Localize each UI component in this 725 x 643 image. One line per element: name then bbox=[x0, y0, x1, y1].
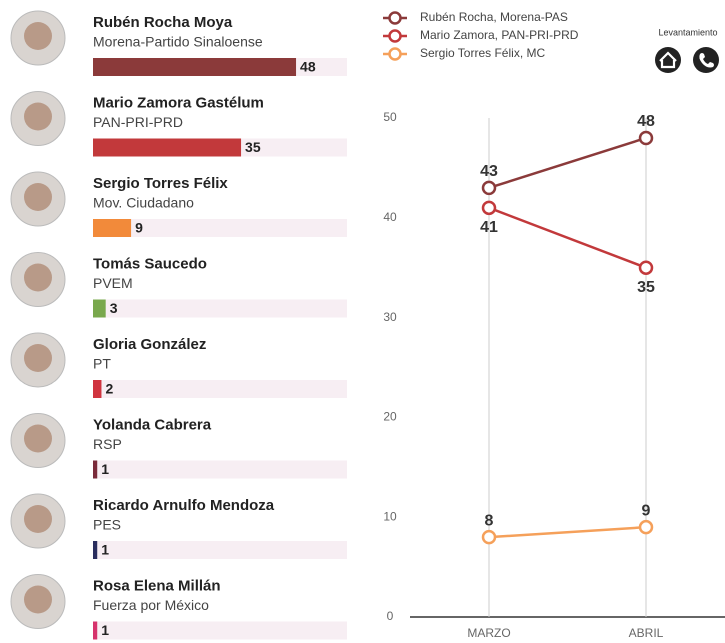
candidate-name: Rosa Elena Millán bbox=[93, 577, 221, 594]
bar bbox=[93, 299, 106, 318]
data-label: 8 bbox=[485, 512, 494, 529]
bar-value: 48 bbox=[300, 59, 316, 75]
y-tick-label: 0 bbox=[387, 609, 394, 623]
avatar-face bbox=[24, 183, 52, 211]
avatar-face bbox=[24, 263, 52, 292]
legend-marker bbox=[388, 47, 402, 61]
point bbox=[638, 519, 654, 535]
legend-label: Rubén Rocha, Morena-PAS bbox=[420, 10, 568, 24]
bar-track bbox=[93, 541, 347, 559]
series-line bbox=[488, 206, 647, 269]
bar bbox=[93, 58, 297, 76]
bar-value: 9 bbox=[135, 220, 143, 236]
bar-value: 3 bbox=[110, 300, 118, 316]
candidate-party: PVEM bbox=[93, 275, 133, 291]
point bbox=[638, 130, 654, 146]
legend-marker bbox=[388, 11, 402, 25]
point bbox=[481, 180, 497, 196]
bar bbox=[93, 219, 132, 237]
avatar-face bbox=[24, 585, 52, 614]
avatar-face bbox=[24, 22, 52, 50]
y-tick-label: 50 bbox=[383, 110, 397, 124]
bar-value: 2 bbox=[105, 381, 113, 397]
bar-track bbox=[93, 460, 347, 479]
legend-label: Sergio Torres Félix, MC bbox=[420, 46, 545, 60]
legend-marker bbox=[388, 29, 402, 43]
data-label: 48 bbox=[637, 113, 655, 130]
candidate-party: PAN-PRI-PRD bbox=[93, 114, 183, 130]
data-label: 9 bbox=[642, 502, 651, 519]
phone-icon[interactable] bbox=[693, 47, 719, 73]
bar-track bbox=[93, 219, 347, 237]
candidate-name: Tomás Saucedo bbox=[93, 255, 207, 272]
y-tick-label: 30 bbox=[383, 310, 397, 324]
candidate-name: Rubén Rocha Moya bbox=[93, 14, 233, 31]
candidate-party: RSP bbox=[93, 436, 122, 452]
avatar-face bbox=[24, 102, 52, 131]
point bbox=[481, 200, 497, 216]
candidate-party: Mov. Ciudadano bbox=[93, 195, 194, 211]
bar bbox=[93, 541, 98, 559]
avatar-face bbox=[24, 424, 52, 453]
bar-value: 35 bbox=[245, 139, 261, 155]
candidate-party: Fuerza por México bbox=[93, 597, 209, 613]
candidate-name: Gloria González bbox=[93, 336, 206, 353]
point bbox=[481, 529, 497, 545]
legend-label: Mario Zamora, PAN-PRI-PRD bbox=[420, 28, 579, 42]
bar-track bbox=[93, 621, 347, 640]
point bbox=[638, 260, 654, 275]
data-label: 35 bbox=[637, 279, 655, 296]
bar-track bbox=[93, 299, 347, 318]
avatar-face bbox=[24, 505, 52, 533]
bar bbox=[93, 380, 102, 398]
candidate-party: PT bbox=[93, 356, 111, 372]
bar bbox=[93, 138, 242, 157]
candidate-name: Sergio Torres Félix bbox=[93, 175, 228, 192]
data-label: 43 bbox=[480, 163, 498, 180]
y-tick-label: 10 bbox=[383, 509, 397, 523]
survey-label: Levantamiento bbox=[658, 27, 717, 37]
bar-track bbox=[93, 380, 347, 398]
bar bbox=[93, 460, 98, 479]
home-icon[interactable] bbox=[655, 47, 681, 73]
candidate-party: PES bbox=[93, 517, 121, 533]
bar-value: 1 bbox=[101, 461, 109, 477]
x-tick-label: MARZO bbox=[467, 626, 510, 640]
y-tick-label: 20 bbox=[383, 410, 397, 424]
candidate-name: Mario Zamora Gastélum bbox=[93, 94, 264, 111]
y-tick-label: 40 bbox=[383, 210, 397, 224]
bar-value: 1 bbox=[101, 622, 109, 638]
candidate-party: Morena-Partido Sinaloense bbox=[93, 34, 263, 50]
data-label: 41 bbox=[480, 219, 498, 236]
x-tick-label: ABRIL bbox=[629, 626, 664, 640]
candidate-name: Yolanda Cabrera bbox=[93, 416, 212, 433]
avatar-face bbox=[24, 344, 52, 372]
candidate-name: Ricardo Arnulfo Mendoza bbox=[93, 497, 275, 514]
series-line bbox=[488, 525, 647, 539]
bar bbox=[93, 621, 98, 640]
series-line bbox=[488, 136, 647, 190]
bar-value: 1 bbox=[101, 542, 109, 558]
